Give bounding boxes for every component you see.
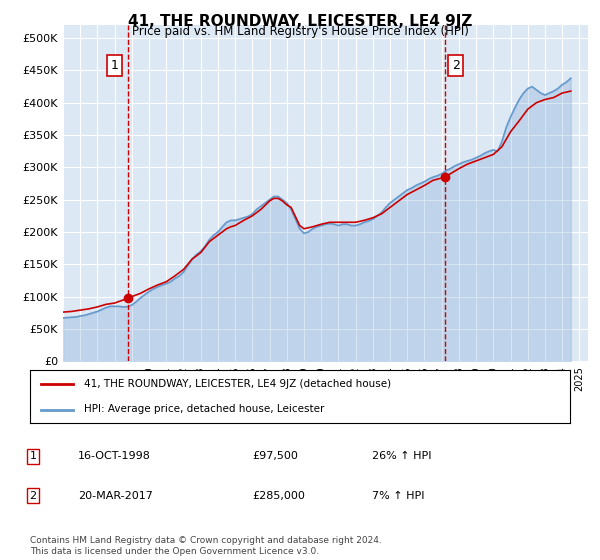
Text: 20-MAR-2017: 20-MAR-2017 — [78, 491, 153, 501]
Text: 1: 1 — [110, 59, 118, 72]
Text: 41, THE ROUNDWAY, LEICESTER, LE4 9JZ: 41, THE ROUNDWAY, LEICESTER, LE4 9JZ — [128, 14, 472, 29]
Text: 7% ↑ HPI: 7% ↑ HPI — [372, 491, 425, 501]
Text: 2: 2 — [452, 59, 460, 72]
Text: 26% ↑ HPI: 26% ↑ HPI — [372, 451, 431, 461]
Text: Contains HM Land Registry data © Crown copyright and database right 2024.
This d: Contains HM Land Registry data © Crown c… — [30, 536, 382, 556]
Text: 2: 2 — [29, 491, 37, 501]
Text: HPI: Average price, detached house, Leicester: HPI: Average price, detached house, Leic… — [84, 404, 325, 414]
Text: 41, THE ROUNDWAY, LEICESTER, LE4 9JZ (detached house): 41, THE ROUNDWAY, LEICESTER, LE4 9JZ (de… — [84, 380, 391, 390]
Text: 1: 1 — [29, 451, 37, 461]
Text: £97,500: £97,500 — [252, 451, 298, 461]
Text: Price paid vs. HM Land Registry's House Price Index (HPI): Price paid vs. HM Land Registry's House … — [131, 25, 469, 38]
Text: 16-OCT-1998: 16-OCT-1998 — [78, 451, 151, 461]
Text: £285,000: £285,000 — [252, 491, 305, 501]
